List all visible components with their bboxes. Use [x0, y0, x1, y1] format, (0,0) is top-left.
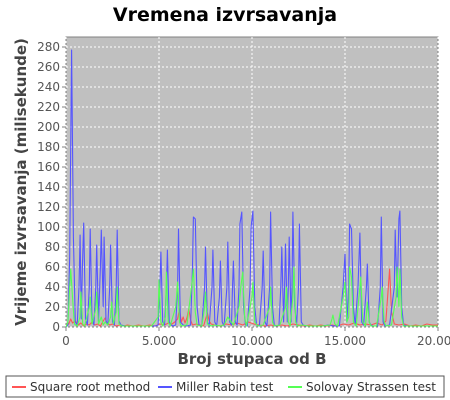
- series-line-2: [65, 49, 438, 328]
- legend-label-1: Square root method: [30, 380, 150, 394]
- y-tick-label: 240: [37, 80, 60, 94]
- x-tick-label: 20.000: [417, 334, 450, 348]
- legend: Square root method Miller Rabin test Solov…: [12, 380, 436, 394]
- y-axis-label: Vrijeme izvrsavanja (milisekunde): [12, 38, 30, 326]
- x-axis-ticks: 0 5.000 10.000 15.000 20.000: [62, 327, 450, 348]
- series-group: [65, 49, 438, 328]
- x-tick-label: 15.000: [324, 334, 366, 348]
- y-tick-label: 0: [52, 320, 60, 334]
- series-line-3: [65, 266, 438, 328]
- y-tick-label: 140: [37, 180, 60, 194]
- y-tick-label: 80: [45, 240, 60, 254]
- chart-title: Vremena izvrsavanja: [113, 4, 337, 26]
- y-tick-label: 220: [37, 100, 60, 114]
- x-tick-label: 0: [62, 334, 70, 348]
- y-tick-label: 260: [37, 60, 60, 74]
- y-tick-label: 20: [45, 300, 60, 314]
- y-tick-label: 180: [37, 140, 60, 154]
- y-axis-ticks: 0 20 40 60 80 100 120 140 160 180 200 220 240 260 280: [37, 40, 66, 334]
- legend-label-2: Miller Rabin test: [176, 380, 274, 394]
- x-tick-label: 5.000: [142, 334, 176, 348]
- y-tick-label: 160: [37, 160, 60, 174]
- y-tick-label: 40: [45, 280, 60, 294]
- x-tick-label: 10.000: [231, 334, 273, 348]
- y-tick-label: 100: [37, 220, 60, 234]
- legend-label-3: Solovay Strassen test: [306, 380, 436, 394]
- x-axis-label: Broj stupaca od B: [177, 350, 326, 368]
- grid-lines: [65, 37, 439, 328]
- legend-box: [5, 375, 445, 398]
- y-tick-label: 200: [37, 120, 60, 134]
- y-tick-label: 280: [37, 40, 60, 54]
- y-tick-label: 60: [45, 260, 60, 274]
- y-tick-label: 120: [37, 200, 60, 214]
